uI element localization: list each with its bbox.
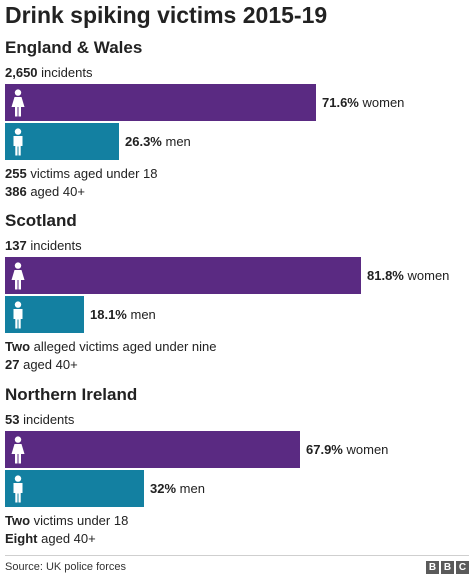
incidents-word: incidents <box>23 412 75 427</box>
victim-note: 255 victims aged under 18 <box>5 166 158 181</box>
victim-note-text: alleged victims aged under nine <box>33 339 217 354</box>
bbc-logo: B B C <box>426 561 469 574</box>
victim-note-text: victims under 18 <box>33 513 129 528</box>
data-label-value: 81.8% <box>367 268 404 283</box>
bbc-logo-letter: B <box>441 561 454 574</box>
incidents-number: 137 <box>5 238 27 253</box>
victim-note-count: Eight <box>5 531 38 546</box>
victim-note-text: aged 40+ <box>30 184 85 199</box>
incidents-word: incidents <box>41 65 93 80</box>
incidents-count: 2,650 incidents <box>5 65 92 80</box>
incidents-number: 53 <box>5 412 20 427</box>
women-bar <box>5 431 300 468</box>
incidents-count: 137 incidents <box>5 238 82 253</box>
victim-note-text: aged 40+ <box>23 357 78 372</box>
women-bar <box>5 257 361 294</box>
men-bar <box>5 296 84 333</box>
data-label-group: men <box>130 307 156 322</box>
data-label-value: 18.1% <box>90 307 127 322</box>
data-label-group: men <box>165 134 191 149</box>
man-icon <box>9 475 27 503</box>
victim-note-count: 27 <box>5 357 20 372</box>
region-heading: Northern Ireland <box>5 385 138 404</box>
incidents-number: 2,650 <box>5 65 38 80</box>
woman-icon <box>9 262 27 290</box>
incidents-word: incidents <box>30 238 82 253</box>
victim-note-text: victims aged under 18 <box>30 166 158 181</box>
chart-title: Drink spiking victims 2015-19 <box>5 2 328 28</box>
victim-note-count: Two <box>5 513 31 528</box>
data-label: 71.6% women <box>322 84 404 121</box>
data-label-value: 67.9% <box>306 442 343 457</box>
data-label-group: men <box>179 481 205 496</box>
data-label: 81.8% women <box>367 257 449 294</box>
victim-note: 27 aged 40+ <box>5 357 78 372</box>
region-heading: England & Wales <box>5 38 143 57</box>
men-bar <box>5 470 144 507</box>
region-heading: Scotland <box>5 211 77 230</box>
men-bar <box>5 123 119 160</box>
data-label-value: 32% <box>150 481 177 496</box>
women-bar <box>5 84 316 121</box>
data-label-group: women <box>346 442 389 457</box>
footer-divider <box>5 555 469 556</box>
victim-note: Two alleged victims aged under nine <box>5 339 217 354</box>
victim-note: Two victims under 18 <box>5 513 128 528</box>
man-icon <box>9 301 27 329</box>
data-label: 18.1% men <box>90 296 156 333</box>
data-label: 67.9% women <box>306 431 388 468</box>
victim-note: 386 aged 40+ <box>5 184 85 199</box>
data-label-group: women <box>362 95 405 110</box>
source-note: Source: UK police forces <box>5 561 127 573</box>
man-icon <box>9 128 27 156</box>
data-label-value: 26.3% <box>125 134 162 149</box>
data-label: 26.3% men <box>125 123 191 160</box>
data-label-value: 71.6% <box>322 95 359 110</box>
victim-note-count: 255 <box>5 166 27 181</box>
bbc-logo-letter: B <box>426 561 439 574</box>
woman-icon <box>9 436 27 464</box>
data-label-group: women <box>407 268 450 283</box>
victim-note: Eight aged 40+ <box>5 531 96 546</box>
victim-note-count: 386 <box>5 184 27 199</box>
incidents-count: 53 incidents <box>5 412 74 427</box>
data-label: 32% men <box>150 470 205 507</box>
woman-icon <box>9 89 27 117</box>
bbc-logo-letter: C <box>456 561 469 574</box>
victim-note-count: Two <box>5 339 31 354</box>
victim-note-text: aged 40+ <box>41 531 96 546</box>
